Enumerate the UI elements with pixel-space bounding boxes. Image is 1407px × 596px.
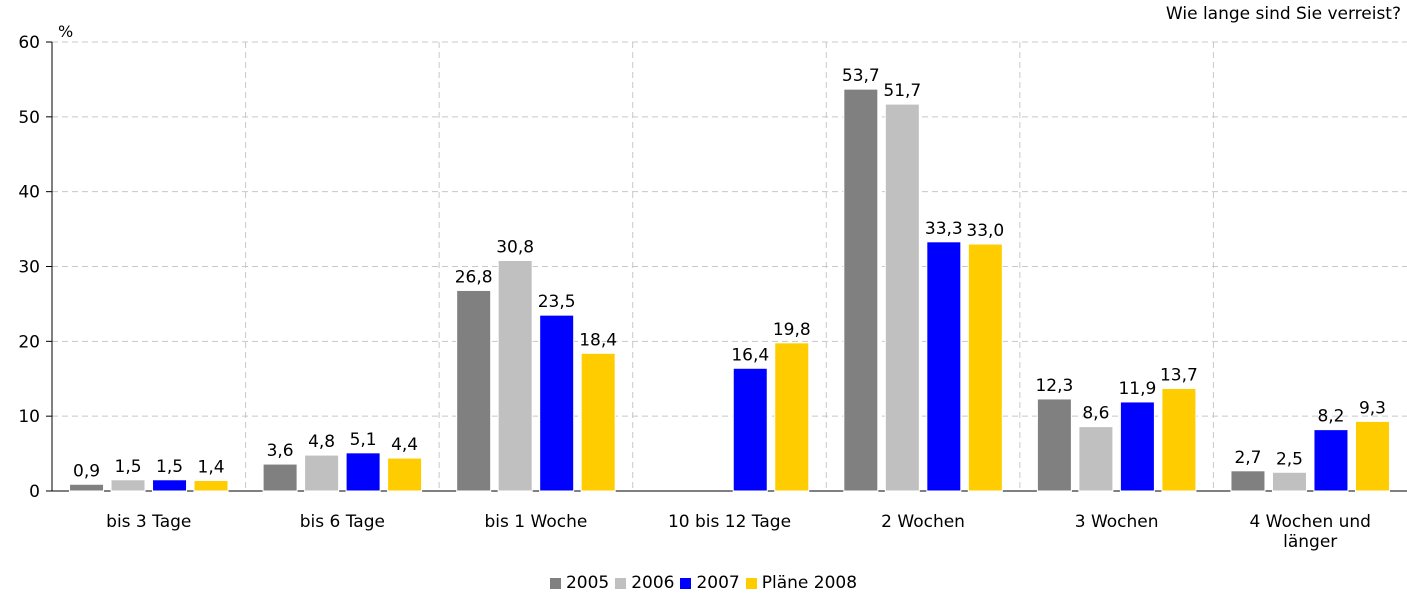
legend-label: Pläne 2008 <box>761 573 858 593</box>
x-tick-label: 10 bis 12 Tage <box>668 512 791 532</box>
legend-swatch <box>680 577 692 589</box>
bar-2005 <box>843 88 879 492</box>
bar-pläne-2008 <box>1354 420 1390 492</box>
bar-2006 <box>884 103 920 492</box>
legend-label: 2005 <box>565 573 610 593</box>
bar-2007 <box>1119 401 1155 492</box>
x-tick-label: bis 6 Tage <box>300 512 385 532</box>
data-label: 0,9 <box>73 461 100 481</box>
legend-swatch <box>549 577 561 589</box>
bar-pläne-2008 <box>967 243 1003 492</box>
chart-title: Wie lange sind Sie verreist? <box>1165 4 1401 24</box>
y-tick-label: 50 <box>18 108 40 128</box>
bar-pläne-2008 <box>1161 387 1197 492</box>
y-tick-label: 10 <box>18 407 40 427</box>
bar-2006 <box>1271 471 1307 492</box>
bar-2006 <box>304 454 340 492</box>
y-tick-label: 30 <box>18 258 40 278</box>
x-tick-label: 3 Wochen <box>1075 512 1159 532</box>
data-label: 8,6 <box>1082 404 1109 424</box>
bar-2007 <box>926 241 962 492</box>
bar-2005 <box>69 483 105 492</box>
y-axis-unit-label: % <box>58 22 74 41</box>
y-tick-label: 40 <box>18 183 40 203</box>
legend-label: 2007 <box>696 573 740 593</box>
data-label: 33,3 <box>925 219 963 239</box>
legend-swatch <box>615 577 627 589</box>
bar-pläne-2008 <box>580 352 616 492</box>
legend-item: Pläne 2008 <box>745 573 858 593</box>
bar-2006 <box>1078 426 1114 492</box>
data-label: 4,8 <box>308 432 335 452</box>
data-label: 2,5 <box>1276 449 1303 469</box>
legend-item: 2007 <box>680 573 740 593</box>
data-label: 12,3 <box>1035 376 1073 396</box>
data-label: 23,5 <box>538 292 576 312</box>
data-label: 5,1 <box>350 430 377 450</box>
x-tick-label: 2 Wochen <box>881 512 965 532</box>
bar-2005 <box>262 463 298 492</box>
bar-pläne-2008 <box>774 342 810 492</box>
bar-2006 <box>497 260 533 492</box>
y-tick-label: 0 <box>29 482 40 502</box>
x-tick-label: länger <box>1283 532 1337 552</box>
data-label: 1,5 <box>156 457 183 477</box>
bar-2005 <box>1036 398 1072 492</box>
x-tick-label: bis 3 Tage <box>106 512 191 532</box>
data-label: 13,7 <box>1160 365 1198 385</box>
bar-pläne-2008 <box>193 480 229 492</box>
legend-item: 2005 <box>549 573 610 593</box>
x-tick-label: 4 Wochen und <box>1249 512 1371 532</box>
bar-2005 <box>456 289 492 492</box>
data-label: 3,6 <box>267 441 294 461</box>
data-label: 8,2 <box>1317 407 1344 427</box>
bar-2006 <box>110 479 146 492</box>
data-label: 4,4 <box>391 435 418 455</box>
data-label: 16,4 <box>731 345 769 365</box>
y-tick-label: 60 <box>18 33 40 53</box>
bar-2007 <box>152 479 188 492</box>
data-label: 1,4 <box>198 458 225 478</box>
legend-swatch <box>745 577 757 589</box>
y-tick-label: 20 <box>18 332 40 352</box>
bar-2005 <box>1230 470 1266 492</box>
data-label: 26,8 <box>455 267 493 287</box>
legend-label: 2006 <box>631 573 675 593</box>
data-label: 19,8 <box>773 320 811 340</box>
data-label: 30,8 <box>496 238 534 258</box>
legend: 2005 2006 2007 Pläne 2008 <box>0 573 1407 594</box>
x-tick-label: bis 1 Woche <box>485 512 588 532</box>
data-label: 11,9 <box>1118 379 1156 399</box>
data-label: 33,0 <box>966 221 1004 241</box>
data-label: 51,7 <box>883 81 921 101</box>
data-label: 1,5 <box>115 457 142 477</box>
bar-2007 <box>539 314 575 492</box>
data-label: 2,7 <box>1234 448 1261 468</box>
bar-2007 <box>732 367 768 492</box>
legend-item: 2006 <box>615 573 674 593</box>
data-label: 53,7 <box>842 66 880 86</box>
bar-2007 <box>345 452 381 492</box>
bar-pläne-2008 <box>387 457 423 492</box>
data-label: 18,4 <box>579 330 617 350</box>
data-label: 9,3 <box>1359 398 1386 418</box>
bar-2007 <box>1313 429 1349 492</box>
